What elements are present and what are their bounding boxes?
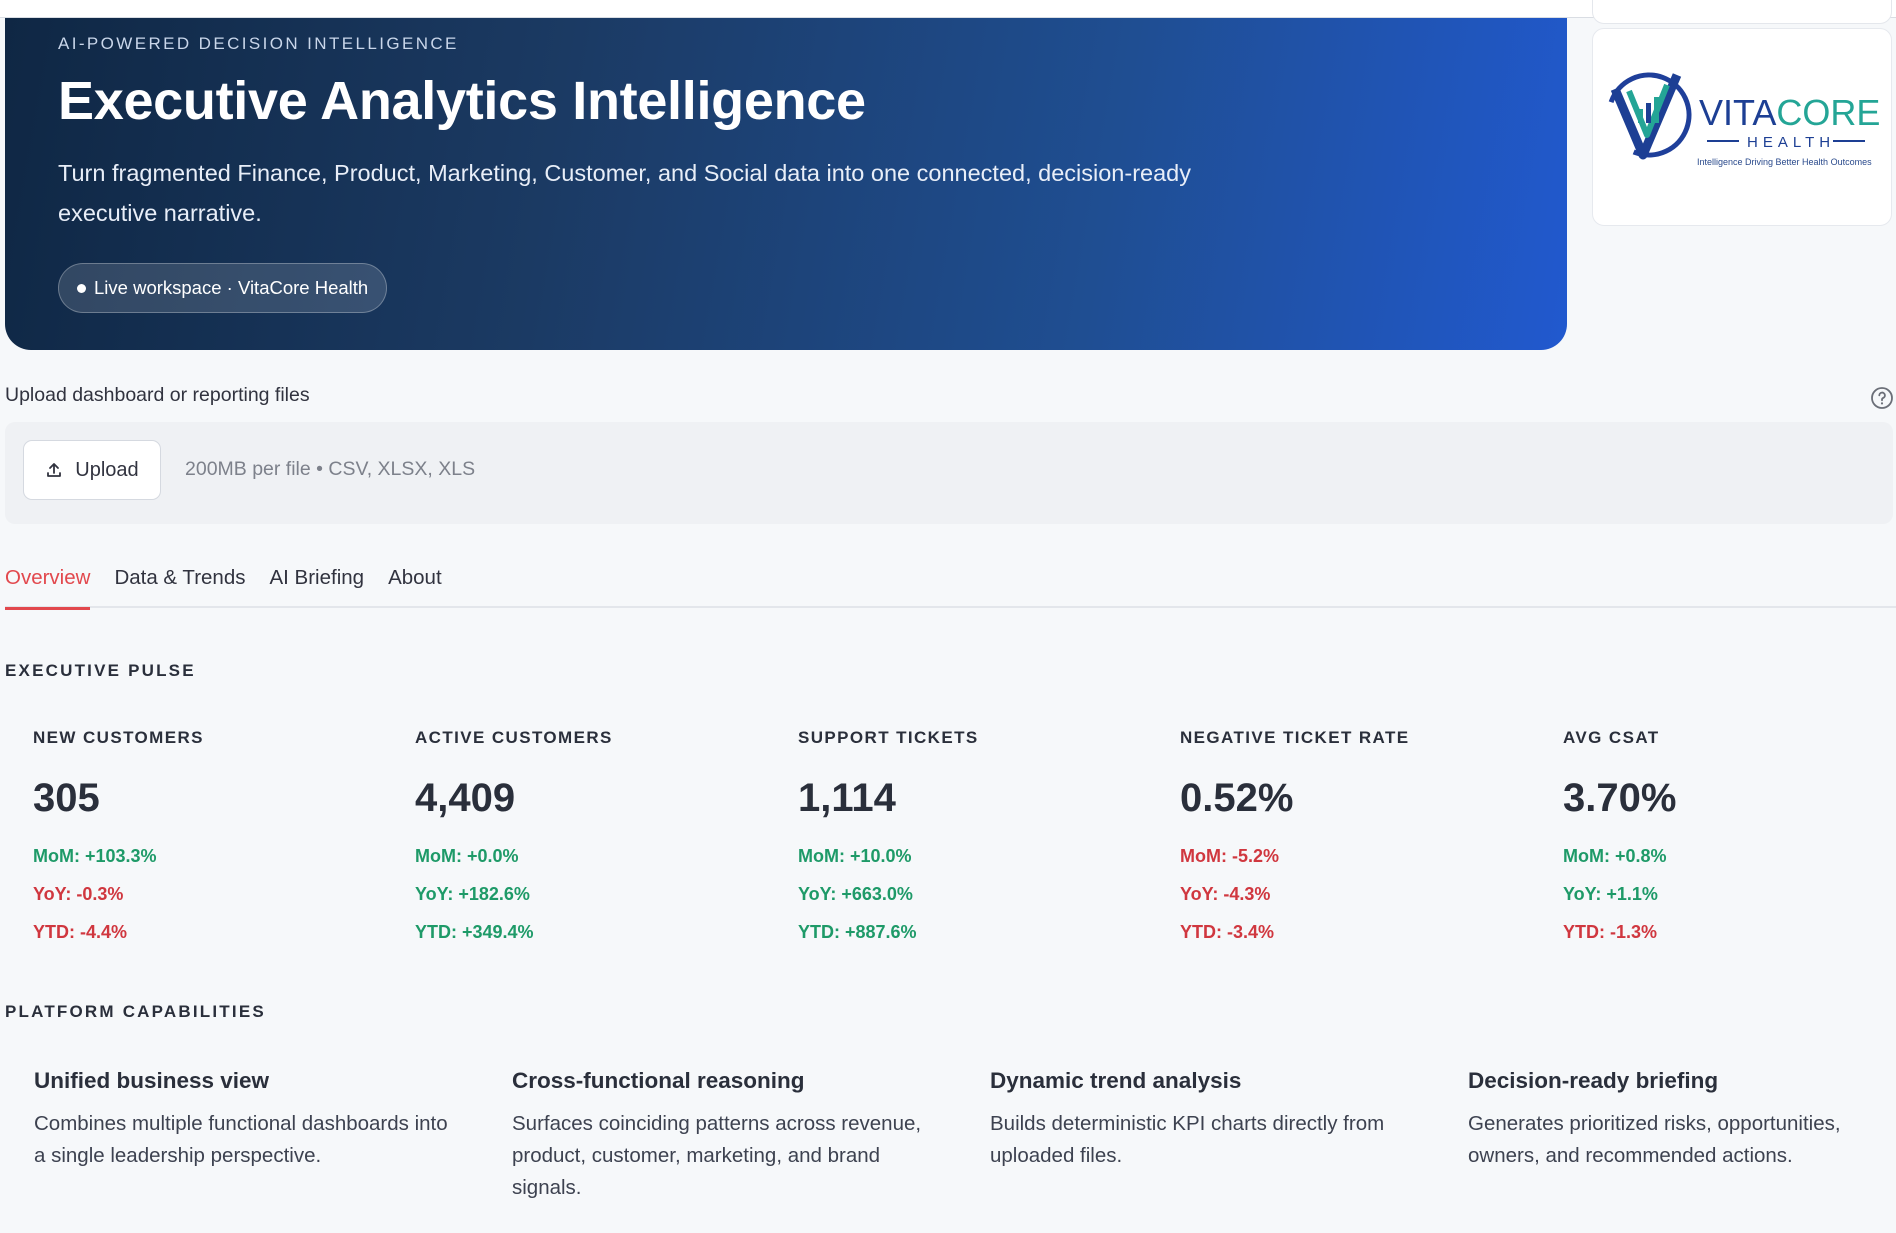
capability-text: Generates prioritized risks, opportuniti… [1468,1112,1841,1167]
top-strip [0,0,1896,18]
kpi-delta-yoy: YoY: +663.0% [798,884,913,904]
upload-button[interactable]: Upload [23,440,161,500]
tab-ai-briefing[interactable]: AI Briefing [269,566,365,589]
upload-label: Upload dashboard or reporting files [5,384,310,406]
kpi-delta-ytd: YTD: +349.4% [415,922,534,942]
capability-title: Decision-ready briefing [1468,1068,1719,1093]
logo-tagline: Intelligence Driving Better Health Outco… [1697,157,1872,167]
logo-card-top [1592,0,1892,24]
kpi-value: 3.70% [1563,776,1677,820]
capability-text: Surfaces coinciding patterns across reve… [512,1112,922,1199]
file-dropzone[interactable]: Upload 200MB per file • CSV, XLSX, XLS [5,422,1893,524]
capability-card-cross-functional: Cross-functional reasoning Surfaces coin… [512,1068,942,1204]
capability-title: Unified business view [34,1068,270,1093]
kpi-card-support-tickets: SUPPORT TICKETS 1,114 MoM: +10.0% YoY: +… [798,728,1158,951]
kpi-label: NEGATIVE TICKET RATE [1180,728,1410,747]
vitacore-logo-icon: VITACORE HEALTH Intelligence Driving Bet… [1607,72,1880,167]
workspace-badge: Live workspace · VitaCore Health [58,263,388,314]
kpi-label: ACTIVE CUSTOMERS [415,728,613,747]
upload-hint: 200MB per file • CSV, XLSX, XLS [185,458,476,480]
svg-text:VITACORE: VITACORE [1699,92,1880,133]
logo-text-vita-span: VITA [1699,92,1776,133]
kpi-delta-yoy: YoY: -4.3% [1180,884,1271,904]
kpi-delta-ytd: YTD: +887.6% [798,922,917,942]
kpi-delta-mom: MoM: +0.0% [415,846,519,866]
kpi-card-new-customers: NEW CUSTOMERS 305 MoM: +103.3% YoY: -0.3… [33,728,393,951]
kpi-delta-ytd: YTD: -4.4% [33,922,128,942]
kpi-card-active-customers: ACTIVE CUSTOMERS 4,409 MoM: +0.0% YoY: +… [415,728,775,951]
brand-logo: VITACORE HEALTH Intelligence Driving Bet… [1592,28,1892,226]
kpi-delta-mom: MoM: -5.2% [1180,846,1279,866]
workspace-badge-label: Live workspace · VitaCore Health [94,277,369,299]
tab-about[interactable]: About [388,566,442,589]
kpi-delta-yoy: YoY: -0.3% [33,884,124,904]
logo-text-core-span: CORE [1776,92,1880,133]
kpi-value: 305 [33,776,100,820]
capability-card-trend-analysis: Dynamic trend analysis Builds determinis… [990,1068,1420,1172]
capability-card-unified-view: Unified business view Combines multiple … [34,1068,464,1172]
kpi-card-negative-ticket-rate: NEGATIVE TICKET RATE 0.52% MoM: -5.2% Yo… [1180,728,1540,951]
kpi-card-avg-csat: AVG CSAT 3.70% MoM: +0.8% YoY: +1.1% YTD… [1563,728,1896,951]
kpi-value: 4,409 [415,776,516,820]
kpi-delta-ytd: YTD: -1.3% [1563,922,1658,942]
capability-title: Dynamic trend analysis [990,1068,1242,1093]
capability-card-briefing: Decision-ready briefing Generates priori… [1468,1068,1896,1172]
kpi-delta-mom: MoM: +10.0% [798,846,912,866]
kpi-label: AVG CSAT [1563,728,1660,747]
executive-pulse-heading: EXECUTIVE PULSE [5,661,196,680]
kpi-delta-ytd: YTD: -3.4% [1180,922,1275,942]
hero-banner: AI-POWERED DECISION INTELLIGENCE Executi… [5,18,1567,350]
kpi-value: 1,114 [798,776,896,820]
hero-eyebrow: AI-POWERED DECISION INTELLIGENCE [58,34,459,53]
capability-text: Builds deterministic KPI charts directly… [990,1112,1385,1167]
upload-button-label: Upload [75,458,139,481]
upload-icon [47,463,62,477]
kpi-delta-yoy: YoY: +1.1% [1563,884,1658,904]
tab-data-trends[interactable]: Data & Trends [114,566,246,589]
capability-title: Cross-functional reasoning [512,1068,805,1093]
help-icon[interactable] [1870,386,1894,410]
kpi-delta-mom: MoM: +0.8% [1563,846,1667,866]
page-title: Executive Analytics Intelligence [58,71,866,131]
kpi-value: 0.52% [1180,776,1294,820]
kpi-delta-yoy: YoY: +182.6% [415,884,530,904]
hero-subtitle: Turn fragmented Finance, Product, Market… [58,160,1191,227]
tab-overview[interactable]: Overview [5,562,91,610]
capability-text: Combines multiple functional dashboards … [34,1112,448,1167]
kpi-label: SUPPORT TICKETS [798,728,979,747]
tab-bar: Overview Data & Trends AI Briefing About [5,562,1896,610]
platform-capabilities-heading: PLATFORM CAPABILITIES [5,1002,266,1021]
logo-sub: HEALTH [1747,134,1835,151]
kpi-delta-mom: MoM: +103.3% [33,846,157,866]
kpi-label: NEW CUSTOMERS [33,728,204,747]
status-dot-icon [77,283,86,293]
